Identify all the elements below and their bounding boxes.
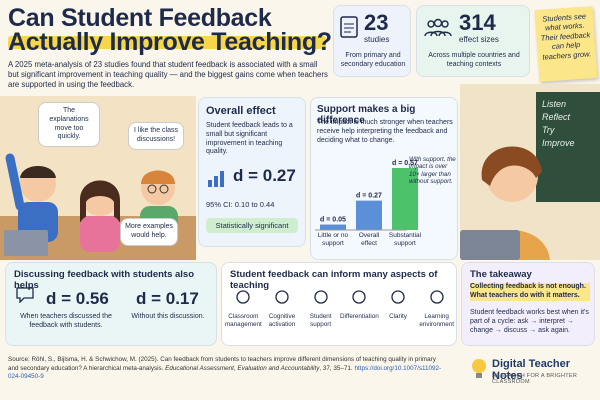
chalkboard: Listen Reflect Try Improve (542, 98, 594, 150)
support-card: Support makes a big difference The impac… (310, 97, 458, 260)
stat-label: effect sizes (459, 35, 499, 44)
aspect: Clarity (379, 289, 418, 321)
effect-text: Without this discussion. (131, 313, 205, 320)
speech-bubble: I like the class discussions! (128, 122, 184, 150)
aspect-label: Cognitive activation (268, 313, 296, 328)
category-label: Overall effect (358, 232, 380, 247)
aspect-icon (314, 290, 328, 304)
title-line: Can Student Feedback (8, 4, 272, 32)
icon-shape (275, 290, 289, 304)
aspect-icon (275, 290, 289, 304)
icon-shape (391, 290, 405, 304)
card-title: Student feedback can inform many aspects… (230, 269, 438, 291)
badge: Statistically significant (206, 218, 298, 233)
highlight (8, 36, 326, 49)
chalk-word: Reflect (542, 112, 571, 122)
icon-shape (236, 290, 250, 304)
stat-number: 23 (364, 10, 389, 35)
card-title: Overall effect (206, 105, 276, 117)
stat-number: 314 (459, 10, 496, 35)
intro: A 2025 meta-analysis of 23 studies found… (8, 60, 328, 90)
chalk-word: Improve (542, 138, 575, 148)
aspects-card: Student feedback can inform many aspects… (221, 262, 457, 346)
card-text: The impact is much stronger when teacher… (317, 119, 453, 144)
bar-icon (208, 171, 224, 187)
details: , 37, 35–71. (319, 364, 353, 372)
source: Source: Röhl, S., Bijlsma, H. & Schwicho… (8, 356, 448, 382)
speech-bubble: More examples would help. (120, 218, 178, 246)
effect-value: d = 0.27 (233, 166, 296, 185)
journal: Educational Assessment, Evaluation and A… (165, 364, 320, 372)
annotation: With support, the impact is over 10× lar… (409, 156, 456, 186)
takeaway-highlight: Collecting feedback is not enough. What … (470, 283, 590, 301)
aspect-label: Student support (309, 313, 332, 328)
stat-card: 314 effect sizes Across multiple countri… (416, 5, 530, 77)
effect-text: When teachers discussed the feedback wit… (20, 313, 112, 329)
card-title: The takeaway (470, 269, 532, 280)
effect-value: d = 0.17 (136, 289, 199, 308)
speech-bubble: The explanations move too quickly. (38, 102, 100, 147)
bar (392, 168, 418, 230)
bar-label: d = 0.57 (392, 160, 418, 167)
card-title: Discussing feedback with students also h… (14, 269, 195, 291)
bar (320, 224, 346, 230)
chat-icon (16, 287, 34, 303)
stat-card: 23 studies From primary and secondary ed… (333, 5, 411, 77)
brand-tagline: RESEARCH FOR A BRIGHTER CLASSROOM (492, 373, 578, 385)
citation: Source: Röhl, S., Bijlsma, H. & Schwicho… (8, 356, 436, 372)
brand-name: Digital Teacher Notes (492, 358, 571, 382)
aspect-label: Learning environment (419, 313, 454, 328)
card-title: Support makes a big difference (317, 104, 416, 126)
aspect-label: Differentiation (340, 313, 379, 320)
overall-effect-card: Overall effect Student feedback leads to… (198, 97, 306, 247)
category-box: Little or no support (317, 232, 349, 247)
aspect-icon (352, 290, 366, 304)
bar-label: d = 0.27 (356, 193, 382, 200)
aspect: Cognitive activation (263, 289, 302, 328)
bar (356, 200, 382, 230)
aspect: Classroom management (224, 289, 263, 328)
aspect-list: Classroom management Cognitive activation… (224, 289, 456, 343)
title-line: Actually Improve Teaching? (8, 28, 332, 56)
chalk-word: Try (542, 125, 555, 135)
card-text: Student feedback leads to a small but si… (206, 122, 293, 156)
aspect-icon (391, 290, 405, 304)
stat-note: From primary and secondary education (340, 52, 406, 68)
aspect-label: Classroom management (224, 313, 262, 328)
bar-label: d = 0.05 (320, 217, 346, 224)
document-icon (340, 16, 358, 38)
support-chart: d = 0.05 Little or no support d = 0.27 Over… (315, 160, 422, 247)
category-label: Substantial support (388, 232, 422, 247)
confidence-interval: 95% CI: 0.10 to 0.44 (206, 200, 275, 209)
takeaway-card: The takeaway Collecting feedback is not … (461, 262, 595, 346)
icon-shape (314, 290, 328, 304)
category-label: Little or no support (317, 232, 349, 247)
stat-label: studies (364, 35, 390, 44)
aspect-icon (430, 290, 444, 304)
chalk-word: Listen (542, 99, 567, 109)
effect-value: d = 0.56 (46, 289, 109, 308)
aspect-label: Clarity (389, 313, 407, 320)
icon-shape (430, 290, 444, 304)
aspect: Student support (301, 289, 340, 328)
category-box: Overall effect (358, 232, 380, 247)
aspect: Learning environment (417, 289, 456, 328)
aspect: Differentiation (340, 289, 379, 321)
stat-note: Across multiple countries and teaching c… (428, 52, 520, 68)
bulb-icon (472, 359, 486, 378)
sticky-note: Students see what works. Their feedback … (534, 6, 598, 82)
discussion-card: Discussing feedback with students also h… (5, 262, 217, 346)
icon-shape (352, 290, 366, 304)
people-icon (424, 18, 452, 37)
category-box: Substantial support (388, 232, 422, 247)
doi: https://doi.org/10.1007/s11092-024-09450… (8, 364, 442, 381)
aspect-icon (236, 290, 250, 304)
takeaway-text: Student feedback works best when it's pa… (470, 309, 589, 334)
teacher-illustration (460, 84, 600, 260)
